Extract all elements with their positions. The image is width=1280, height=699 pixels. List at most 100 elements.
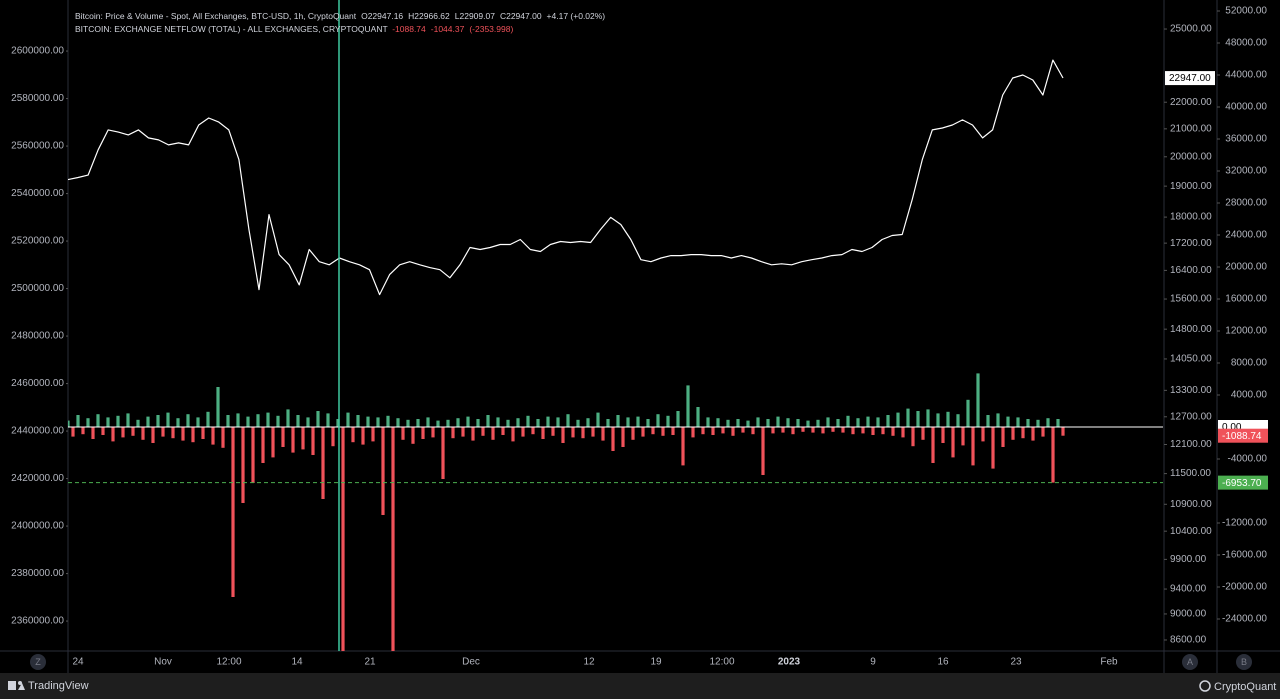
netflow-bar — [776, 416, 780, 427]
y3-tick-label: 28000.00 — [1225, 198, 1267, 209]
netflow-bar — [246, 416, 250, 427]
netflow-bar — [261, 427, 265, 463]
y3-tick-label: 16000.00 — [1225, 294, 1267, 305]
y2-tick-label: 21000.00 — [1170, 123, 1212, 134]
netflow-bar — [901, 427, 905, 438]
netflow-bar — [446, 419, 450, 427]
y3-tick-label: 32000.00 — [1225, 166, 1267, 177]
x-tick-label: 12:00 — [216, 657, 241, 668]
netflow-bar — [1046, 418, 1050, 427]
axis-button[interactable] — [1236, 654, 1252, 670]
netflow-bar — [561, 427, 565, 443]
price-line — [68, 59, 1064, 296]
netflow-bar — [361, 427, 365, 445]
legend-value: C22947.00 — [500, 11, 542, 21]
netflow-bar — [1036, 419, 1040, 427]
netflow-bar — [726, 419, 730, 427]
axis-button[interactable] — [1182, 654, 1198, 670]
y-tick-label: 2360000.00 — [11, 616, 64, 627]
netflow-bar — [1056, 419, 1060, 427]
netflow-bar — [201, 427, 205, 439]
netflow-bar — [826, 417, 830, 427]
y3-tick-label: -16000.00 — [1222, 550, 1267, 561]
netflow-bar — [866, 416, 870, 427]
netflow-bar — [991, 427, 995, 469]
netflow-bar — [236, 413, 240, 427]
netflow-bar — [266, 412, 270, 427]
netflow-bar — [736, 419, 740, 427]
y-tick-label: 2580000.00 — [11, 93, 64, 104]
y3-tick-label: -12000.00 — [1222, 518, 1267, 529]
netflow-bar — [541, 427, 545, 439]
netflow-bar — [76, 415, 80, 427]
netflow-bar — [301, 427, 305, 450]
netflow-bar — [96, 414, 100, 427]
y2-tick-label: 10900.00 — [1170, 499, 1212, 510]
netflow-bar — [571, 427, 575, 438]
y3-tick-label: 12000.00 — [1225, 326, 1267, 337]
netflow-bar — [926, 409, 930, 427]
y3-tick-label: -20000.00 — [1222, 582, 1267, 593]
netflow-bar — [946, 411, 950, 427]
netflow-bar — [526, 415, 530, 427]
netflow-bar — [601, 427, 605, 441]
netflow-bar — [766, 419, 770, 427]
netflow-bar — [111, 427, 115, 442]
netflow-bar — [801, 427, 805, 432]
netflow-bar — [591, 427, 595, 437]
netflow-bar — [536, 419, 540, 427]
axis-button-label[interactable]: Z — [35, 657, 41, 667]
netflow-bar — [511, 427, 515, 442]
y2-tick-label: 17200.00 — [1170, 238, 1212, 249]
legend-value: -1088.74 — [392, 24, 426, 34]
netflow-bar — [101, 427, 105, 435]
y-tick-label: 2560000.00 — [11, 141, 64, 152]
netflow-bar — [341, 427, 345, 651]
netflow-bar — [746, 420, 750, 427]
y-tick-label: 2440000.00 — [11, 426, 64, 437]
netflow-bar — [896, 412, 900, 427]
netflow-bar — [751, 427, 755, 435]
y-tick-label: 2480000.00 — [11, 331, 64, 342]
netflow-bar — [351, 427, 355, 443]
netflow-bar — [956, 414, 960, 427]
axis-button-label[interactable]: B — [1241, 657, 1247, 667]
plot-area — [68, 59, 1163, 651]
netflow-bar — [256, 414, 260, 427]
netflow-bar — [251, 427, 255, 483]
netflow-bar — [91, 427, 95, 439]
netflow-bar — [286, 409, 290, 427]
y-tick-label: 2520000.00 — [11, 236, 64, 247]
netflow-bar — [871, 427, 875, 435]
netflow-bar — [461, 427, 465, 437]
x-tick-label: 24 — [72, 657, 84, 668]
netflow-bar — [716, 418, 720, 427]
axis-button-label[interactable]: A — [1187, 657, 1193, 667]
netflow-bar — [596, 412, 600, 427]
netflow-bar — [806, 420, 810, 427]
netflow-bar — [436, 420, 440, 427]
legend-price: Bitcoin: Price & Volume - Spot, All Exch… — [75, 11, 605, 21]
netflow-bar — [531, 427, 535, 435]
netflow-bar — [616, 415, 620, 427]
y3-tick-label: -4000.00 — [1228, 454, 1268, 465]
netflow-bar — [281, 427, 285, 447]
axis-button[interactable] — [30, 654, 46, 670]
x-tick-label: 12:00 — [709, 657, 734, 668]
y2-tick-label: 13300.00 — [1170, 385, 1212, 396]
netflow-bar — [406, 419, 410, 427]
netflow-bar — [546, 416, 550, 427]
netflow-bar — [331, 427, 335, 447]
netflow-bar — [186, 414, 190, 427]
netflow-bar — [231, 427, 235, 597]
netflow-bar — [771, 427, 775, 434]
netflow-bar — [756, 417, 760, 427]
netflow-bar — [676, 411, 680, 427]
netflow-bar — [371, 427, 375, 442]
footer-brand: TradingView — [28, 680, 89, 692]
netflow-bar — [651, 427, 655, 435]
netflow-bar — [626, 417, 630, 427]
netflow-bar — [131, 427, 135, 436]
netflow-bar — [191, 427, 195, 443]
